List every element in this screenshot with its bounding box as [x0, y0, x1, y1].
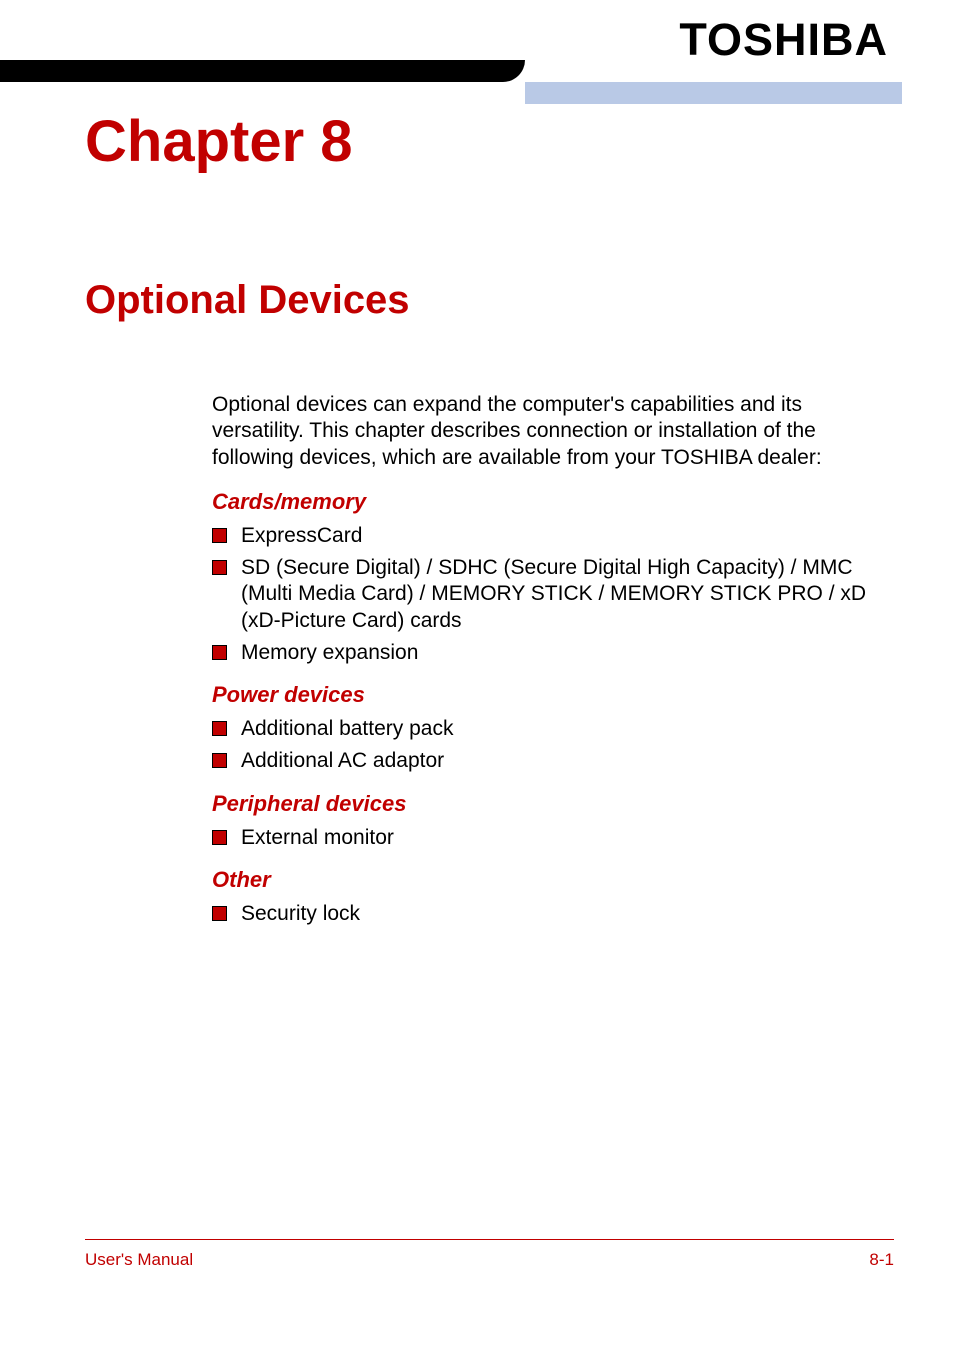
subsection-heading: Power devices	[212, 682, 894, 708]
bullet-text: Memory expansion	[241, 640, 418, 666]
page-content: Optional devices can expand the computer…	[212, 392, 894, 935]
footer-page-number: 8-1	[869, 1250, 894, 1270]
bullet-square-icon	[212, 906, 227, 921]
bullet-square-icon	[212, 721, 227, 736]
subsection-heading: Other	[212, 867, 894, 893]
bullet-list: Security lock	[212, 901, 894, 927]
chapter-title: Chapter 8	[85, 108, 353, 175]
bullet-text: SD (Secure Digital) / SDHC (Secure Digit…	[241, 555, 894, 634]
list-item: Security lock	[212, 901, 894, 927]
bullet-list: External monitor	[212, 825, 894, 851]
subsection-peripheral-devices: Peripheral devices External monitor	[212, 791, 894, 851]
bullet-square-icon	[212, 560, 227, 575]
intro-paragraph: Optional devices can expand the computer…	[212, 392, 894, 471]
bullet-text: External monitor	[241, 825, 394, 851]
bullet-text: Additional battery pack	[241, 716, 453, 742]
bullet-text: ExpressCard	[241, 523, 362, 549]
list-item: ExpressCard	[212, 523, 894, 549]
bullet-square-icon	[212, 645, 227, 660]
bullet-square-icon	[212, 528, 227, 543]
header-decorative-bar	[0, 60, 954, 114]
bullet-list: ExpressCard SD (Secure Digital) / SDHC (…	[212, 523, 894, 666]
page-footer: User's Manual 8-1	[85, 1239, 894, 1270]
subsection-power-devices: Power devices Additional battery pack Ad…	[212, 682, 894, 775]
bullet-text: Additional AC adaptor	[241, 748, 444, 774]
header-blue-segment	[525, 82, 902, 104]
subsection-cards-memory: Cards/memory ExpressCard SD (Secure Digi…	[212, 489, 894, 666]
footer-left-text: User's Manual	[85, 1250, 193, 1270]
brand-logo: TOSHIBA	[679, 14, 888, 66]
subsection-heading: Peripheral devices	[212, 791, 894, 817]
list-item: External monitor	[212, 825, 894, 851]
list-item: SD (Secure Digital) / SDHC (Secure Digit…	[212, 555, 894, 634]
header-black-segment	[0, 60, 525, 82]
list-item: Additional AC adaptor	[212, 748, 894, 774]
list-item: Additional battery pack	[212, 716, 894, 742]
bullet-square-icon	[212, 830, 227, 845]
bullet-square-icon	[212, 753, 227, 768]
subsection-other: Other Security lock	[212, 867, 894, 927]
section-title: Optional Devices	[85, 278, 410, 323]
list-item: Memory expansion	[212, 640, 894, 666]
subsection-heading: Cards/memory	[212, 489, 894, 515]
bullet-list: Additional battery pack Additional AC ad…	[212, 716, 894, 775]
bullet-text: Security lock	[241, 901, 360, 927]
